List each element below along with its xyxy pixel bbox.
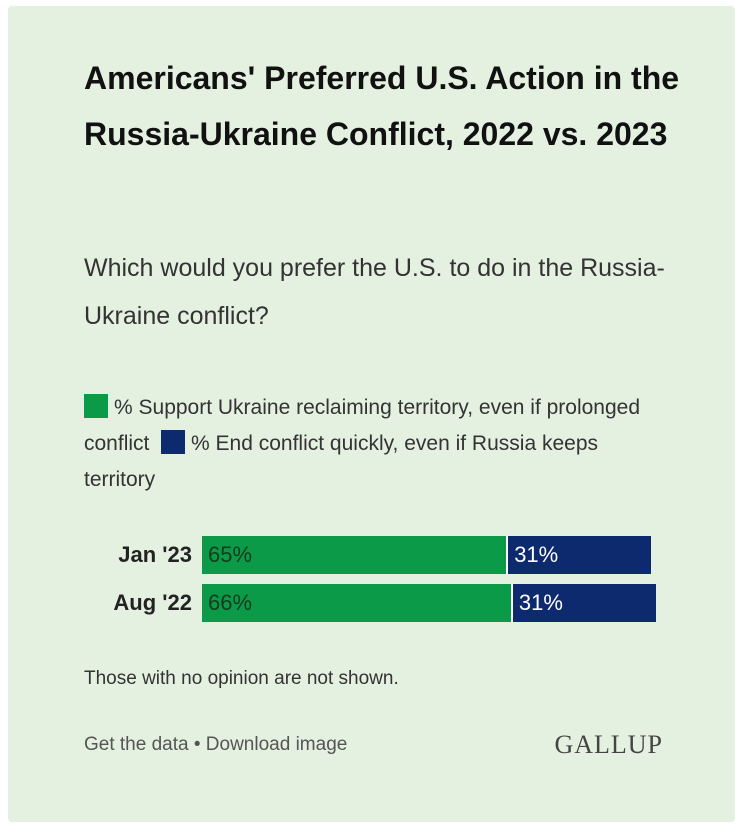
bar-value-label: 66% (208, 590, 253, 615)
bar-value-label: 31% (518, 590, 563, 615)
legend-label-support: % Support Ukraine reclaiming territory, … (84, 396, 641, 455)
bar-chart: Jan '23 65% 31% Aug '22 66% 31% (8, 536, 735, 636)
footnote: Those with no opinion are not shown. (84, 668, 399, 689)
footer-separator: • (193, 734, 201, 755)
chart-card: Americans' Preferred U.S. Action in the … (8, 6, 735, 822)
bar-support-ukraine: 65% (202, 536, 507, 574)
bar-value-label: 65% (208, 542, 253, 567)
legend: % Support Ukraine reclaiming territory, … (84, 390, 664, 498)
get-data-link[interactable]: Get the data (84, 734, 189, 755)
footer-links: Get the data • Download image (84, 734, 347, 756)
gallup-logo: GALLUP (554, 730, 663, 759)
legend-label-end: % End conflict quickly, even if Russia k… (84, 432, 598, 491)
legend-swatch-support (84, 394, 108, 418)
chart-title: Americans' Preferred U.S. Action in the … (84, 60, 680, 152)
bar-end-conflict: 31% (506, 536, 652, 574)
bar-value-label: 31% (514, 542, 559, 567)
category-label: Jan '23 (118, 542, 192, 567)
chart-subtitle: Which would you prefer the U.S. to do in… (84, 254, 665, 330)
bar-support-ukraine: 66% (202, 584, 511, 622)
download-image-link[interactable]: Download image (205, 734, 348, 755)
bar-end-conflict: 31% (510, 584, 656, 622)
category-label: Aug '22 (113, 590, 192, 615)
legend-swatch-end (161, 430, 186, 454)
